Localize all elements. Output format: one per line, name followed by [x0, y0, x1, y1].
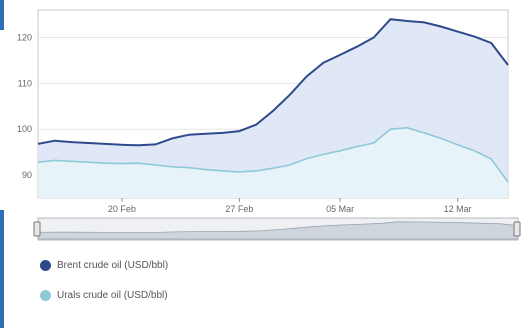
legend-item-brent[interactable]: Brent crude oil (USD/bbl) [40, 260, 168, 271]
left-accent-bar-lower [0, 210, 4, 328]
x-tick-label: 12 Mar [444, 204, 472, 214]
y-tick-label: 120 [17, 33, 32, 43]
y-tick-label: 100 [17, 124, 32, 134]
navigator-series [37, 221, 519, 240]
series-area-urals [38, 127, 508, 198]
x-tick-label: 27 Feb [225, 204, 253, 214]
urals-legend-dot-icon [40, 290, 51, 301]
legend-label-urals: Urals crude oil (USD/bbl) [57, 290, 168, 301]
y-tick-label: 90 [22, 170, 32, 180]
y-tick-label: 110 [18, 78, 32, 88]
oil-price-chart: 90 100 110 120 20 Feb 27 Feb 05 Mar 12 Mar [17, 9, 521, 241]
x-tick-label: 05 Mar [326, 204, 354, 214]
series-line-urals [37, 126, 509, 183]
brent-legend-dot-icon [40, 260, 51, 271]
navigator-handle-left[interactable] [33, 221, 41, 237]
x-tick-label: 20 Feb [108, 204, 136, 214]
navigator-handle-right[interactable] [513, 221, 521, 237]
legend-label-brent: Brent crude oil (USD/bbl) [57, 260, 169, 271]
series-line-brent [37, 18, 509, 147]
legend-item-urals[interactable]: Urals crude oil (USD/bbl) [40, 290, 168, 301]
left-accent-bar [0, 0, 4, 30]
